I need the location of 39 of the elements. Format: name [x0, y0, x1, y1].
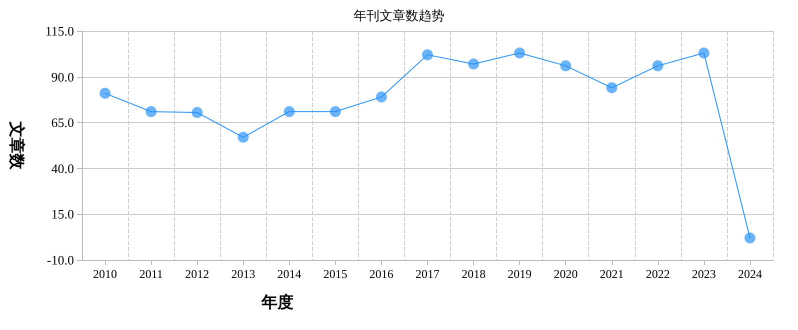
x-tick-label: 2020 — [554, 267, 578, 281]
x-tick-label: 2013 — [231, 267, 256, 281]
point — [560, 60, 572, 72]
point — [468, 58, 480, 70]
x-tick-label: 2014 — [277, 267, 302, 281]
point — [376, 91, 387, 102]
point — [422, 49, 433, 60]
x-tick-label: 2018 — [462, 267, 486, 281]
x-tick-label: 2019 — [508, 267, 532, 281]
x-tick-label: 2011 — [139, 267, 163, 281]
x-tick-label: 2024 — [738, 267, 762, 281]
y-axis-title: 文章数 — [8, 120, 26, 170]
point — [514, 47, 526, 58]
x-axis-title: 年度 — [260, 292, 294, 312]
point — [238, 132, 249, 143]
x-tick-label: 2023 — [692, 267, 716, 281]
y-tick-label: 65.0 — [51, 115, 74, 130]
x-tick-label: 2015 — [323, 267, 348, 281]
x-tick-label: 2010 — [93, 267, 118, 281]
point — [284, 106, 295, 118]
x-tick-label: 2022 — [646, 267, 670, 281]
point — [652, 60, 664, 72]
point — [330, 106, 341, 118]
point — [146, 106, 157, 118]
x-tick-label: 2017 — [416, 267, 440, 281]
y-tick-label: 15.0 — [51, 206, 74, 222]
x-tick-label: 2016 — [369, 267, 394, 281]
point — [744, 232, 756, 244]
x-tick-label: 2012 — [185, 267, 210, 281]
y-tick-label: -10.0 — [46, 252, 74, 268]
x-tick-label: 2021 — [600, 267, 624, 281]
y-tick-label: 90.0 — [51, 69, 74, 84]
y-tick-label: 115.0 — [45, 24, 74, 38]
y-tick-label: 40.0 — [51, 160, 74, 176]
point — [606, 82, 618, 94]
point — [698, 47, 710, 58]
point — [100, 88, 111, 99]
point — [192, 107, 203, 118]
chart-title: 年刊文章数趋势 — [354, 8, 444, 23]
